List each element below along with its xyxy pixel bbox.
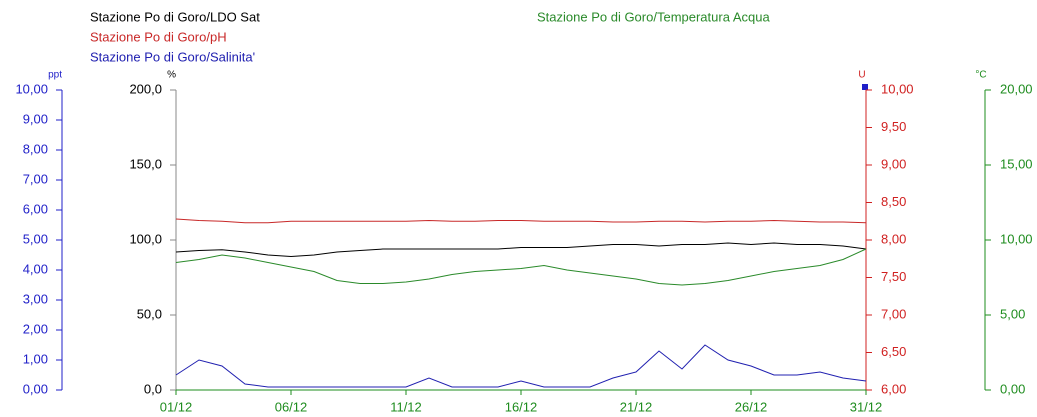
y-tick-label: 8,50 bbox=[881, 194, 906, 209]
legend-entry: Stazione Po di Goro/Temperatura Acqua bbox=[537, 9, 770, 24]
marker bbox=[862, 84, 868, 90]
y-tick-label: 6,50 bbox=[881, 344, 906, 359]
y-tick-label: 2,00 bbox=[23, 321, 48, 336]
y-tick-label: 7,00 bbox=[881, 306, 906, 321]
y-tick-label: 4,00 bbox=[23, 261, 48, 276]
x-tick-label: 16/12 bbox=[505, 399, 538, 414]
legend-entry: Stazione Po di Goro/pH bbox=[90, 29, 227, 44]
y-tick-label: 200,0 bbox=[129, 81, 162, 96]
x-tick-label: 26/12 bbox=[735, 399, 768, 414]
y-tick-label: 20,00 bbox=[1000, 81, 1033, 96]
y-tick-label: 3,00 bbox=[23, 291, 48, 306]
axis-unit: % bbox=[167, 70, 176, 81]
series-line bbox=[175, 242, 867, 258]
y-tick-label: 15,00 bbox=[1000, 156, 1033, 171]
y-tick-label: 5,00 bbox=[23, 231, 48, 246]
legend-entry: Stazione Po di Goro/LDO Sat bbox=[90, 9, 260, 24]
y-tick-label: 150,0 bbox=[129, 156, 162, 171]
axis-unit: ppt bbox=[48, 70, 62, 81]
x-tick-label: 06/12 bbox=[275, 399, 308, 414]
x-tick-label: 01/12 bbox=[160, 399, 193, 414]
y-tick-label: 5,00 bbox=[1000, 306, 1025, 321]
y-tick-label: 0,00 bbox=[23, 381, 48, 396]
y-tick-label: 9,50 bbox=[881, 119, 906, 134]
y-tick-label: 8,00 bbox=[881, 231, 906, 246]
axis-unit: °C bbox=[975, 70, 986, 81]
y-tick-label: 6,00 bbox=[881, 381, 906, 396]
y-tick-label: 8,00 bbox=[23, 141, 48, 156]
y-tick-label: 10,00 bbox=[1000, 231, 1033, 246]
y-tick-label: 0,0 bbox=[144, 381, 162, 396]
y-tick-label: 10,00 bbox=[15, 81, 48, 96]
series-line bbox=[175, 344, 867, 388]
x-tick-label: 11/12 bbox=[390, 399, 422, 414]
x-tick-label: 31/12 bbox=[850, 399, 883, 414]
y-tick-label: 0,00 bbox=[1000, 381, 1025, 396]
y-tick-label: 6,00 bbox=[23, 201, 48, 216]
y-tick-label: 1,00 bbox=[23, 351, 48, 366]
y-tick-label: 50,0 bbox=[137, 306, 162, 321]
y-tick-label: 9,00 bbox=[23, 111, 48, 126]
series-line bbox=[175, 218, 867, 224]
series-line bbox=[175, 248, 867, 286]
y-tick-label: 100,0 bbox=[129, 231, 162, 246]
y-tick-label: 7,00 bbox=[23, 171, 48, 186]
axis-unit: U bbox=[858, 70, 865, 81]
y-tick-label: 10,00 bbox=[881, 81, 914, 96]
y-tick-label: 7,50 bbox=[881, 269, 906, 284]
y-tick-label: 9,00 bbox=[881, 156, 906, 171]
legend-entry: Stazione Po di Goro/Salinita' bbox=[90, 49, 255, 64]
x-tick-label: 21/12 bbox=[620, 399, 653, 414]
